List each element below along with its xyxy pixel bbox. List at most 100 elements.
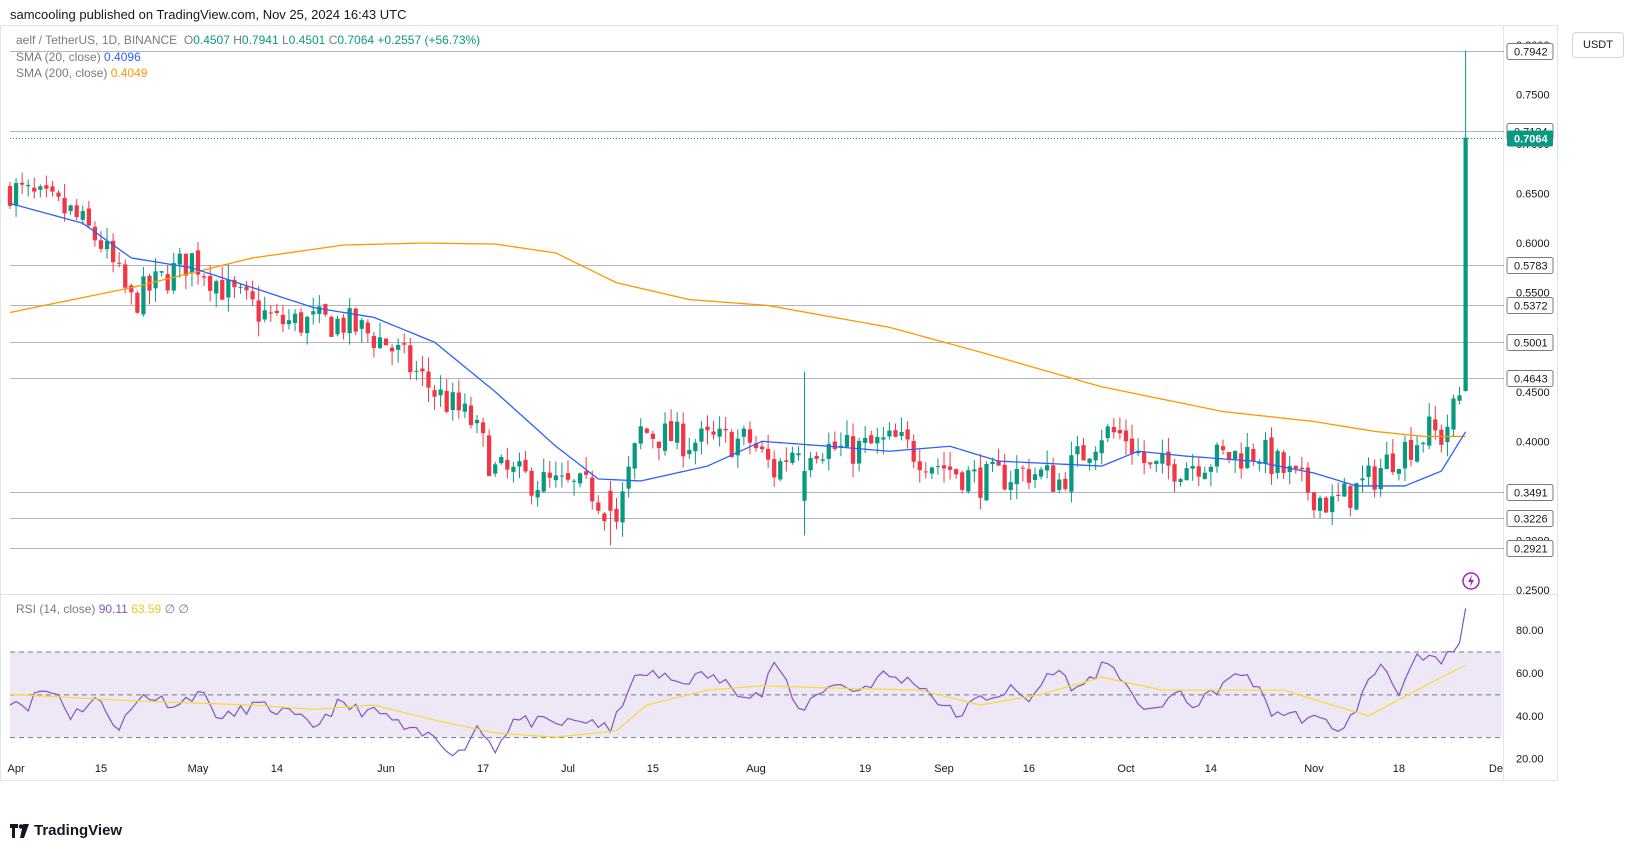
time-axis-label: Aug (746, 763, 766, 775)
candle-body (183, 253, 189, 276)
time-axis-label: May (188, 763, 209, 775)
candle-body (850, 436, 856, 464)
candle-body (56, 192, 61, 197)
high-value: 0.7941 (241, 33, 279, 47)
price-tick-label: 0.7500 (1516, 89, 1550, 101)
candle-body (1360, 478, 1365, 481)
candle-body (1154, 460, 1159, 465)
sma200-value: 0.4049 (110, 66, 148, 80)
candle-body (110, 240, 116, 263)
candle-body (947, 466, 953, 470)
candle-body (814, 455, 819, 459)
rsi-tick-label: 40.00 (1516, 711, 1544, 723)
time-axis-label: Jun (377, 763, 395, 775)
price-tick-label: 0.5500 (1516, 288, 1550, 300)
candle-body (450, 392, 455, 411)
candle-body (826, 443, 831, 459)
candle-body (511, 466, 516, 472)
candle-body (620, 491, 625, 523)
candle-body (7, 186, 13, 206)
candle-body (972, 469, 977, 472)
candle-body (1032, 474, 1038, 480)
level-label: 0.7942 (1514, 47, 1548, 59)
time-axis-label: Sep (934, 763, 954, 775)
candle-body (547, 472, 552, 478)
candle-body (1196, 466, 1201, 477)
candle-body (177, 253, 182, 265)
candle-body (571, 480, 577, 482)
candle-body (535, 490, 540, 498)
candle-body (499, 457, 504, 464)
candle-body (389, 347, 395, 352)
tradingview-brand[interactable]: TradingView (10, 822, 122, 839)
candle-body (729, 431, 734, 458)
candle-body (153, 271, 158, 289)
rsi-band-fill (10, 651, 1502, 738)
candle-body (954, 469, 959, 475)
candle-body (565, 473, 571, 480)
candle-body (638, 426, 643, 444)
candle-body (135, 292, 140, 313)
candle-body (1402, 441, 1408, 469)
candle-body (359, 320, 364, 329)
candle-body (1129, 438, 1135, 455)
candle-body (614, 508, 619, 522)
candle-body (226, 279, 231, 298)
candle-body (1311, 492, 1317, 511)
candle-body (1069, 455, 1074, 492)
candle-body (941, 465, 947, 469)
level-label: 0.5372 (1514, 301, 1548, 313)
candle-body (50, 186, 55, 192)
candle-body (396, 344, 401, 350)
candle-body (875, 436, 880, 444)
candle-body (650, 433, 656, 439)
candle-body (420, 368, 425, 372)
candle-body (668, 421, 674, 441)
candle-body (1263, 439, 1268, 464)
candle-body (796, 453, 801, 456)
candle-body (675, 421, 680, 443)
candle-body (856, 440, 862, 464)
candle-body (966, 470, 971, 492)
candle-body (996, 460, 1001, 466)
candle-body (662, 423, 668, 451)
candle-body (268, 312, 273, 314)
candle-body (577, 473, 583, 484)
time-axis-label: Jul (561, 763, 575, 775)
candle-body (790, 452, 795, 463)
candle-body (426, 371, 431, 388)
candle-body (923, 471, 928, 473)
candle-body (778, 461, 783, 480)
candle-body (208, 276, 213, 291)
rsi-ma-line (9, 664, 1466, 738)
candle-body (274, 310, 279, 313)
candle-body (1081, 445, 1086, 461)
last-price-label: 0.7064 (1514, 134, 1549, 146)
candle-body (990, 461, 995, 465)
candle-body (1014, 468, 1019, 485)
candle-body (735, 438, 740, 456)
candle-body (371, 335, 377, 348)
candle-body (129, 285, 134, 293)
time-axis-label: 15 (95, 763, 107, 775)
level-label-box (1506, 297, 1554, 314)
candle-body (1439, 429, 1444, 445)
currency-unit-button[interactable]: USDT (1572, 32, 1624, 58)
close-value: 0.7064 (337, 33, 375, 47)
candle-body (1135, 451, 1141, 454)
symbol-name[interactable]: aelf / TetherUS, 1D, BINANCE (16, 33, 178, 47)
candle-body (1111, 426, 1116, 433)
sma20-legend[interactable]: SMA (20, close) 0.4096 (16, 50, 141, 64)
candle-body (596, 502, 601, 511)
sma200-legend[interactable]: SMA (200, close) 0.4049 (16, 66, 147, 80)
candle-body (899, 432, 904, 436)
rsi-value: 90.11 (98, 602, 128, 616)
candle-body (517, 461, 522, 467)
brand-name: TradingView (34, 822, 123, 839)
candle-body (480, 422, 486, 434)
rsi-legend[interactable]: RSI (14, close) 90.11 63.59 ∅ ∅ (16, 602, 189, 616)
candle-body (523, 459, 528, 472)
candle-body (474, 420, 480, 424)
candle-body (214, 281, 219, 294)
